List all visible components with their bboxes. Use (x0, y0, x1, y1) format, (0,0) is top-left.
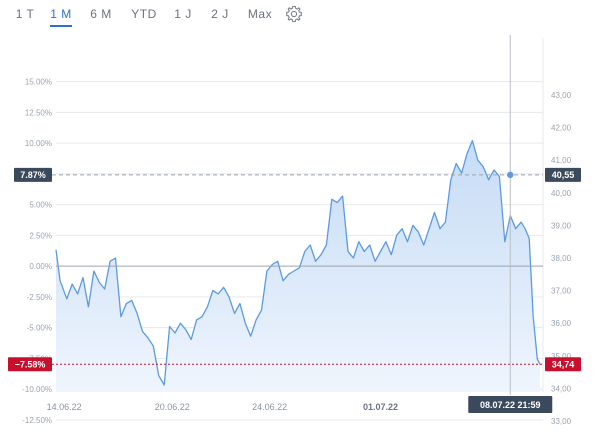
right-axis-tick-label: 37,00 (551, 287, 572, 296)
high-price-badge: 40,55 (552, 170, 575, 180)
right-axis-tick-label: 40,00 (551, 189, 572, 198)
right-axis-labels: 43,00 42,00 41,00 40,00 39,00 38,00 37,00 36,00… (551, 91, 572, 426)
current-percent-badge-bg (8, 357, 52, 372)
crosshair-date-bg (468, 396, 553, 413)
price-chart[interactable]: 15.00%12.50%10.00%7.50%5.00%2.50%0.00%-2… (0, 30, 600, 444)
left-axis-tick-label: -12.50% (22, 416, 52, 425)
active-tab-underline (50, 25, 72, 27)
tab-1-year[interactable]: 1 J (174, 7, 192, 21)
price-area-fill (56, 140, 540, 392)
tab-2-years[interactable]: 2 J (211, 7, 229, 21)
tab-6-months[interactable]: 6 M (90, 7, 112, 21)
right-axis-tick-label: 34,00 (551, 384, 572, 393)
right-axis-tick-label: 39,00 (551, 221, 572, 230)
right-axis-tick-label: 43,00 (551, 91, 572, 100)
left-axis-tick-label: -10.00% (22, 385, 52, 394)
left-axis-tick-label: 12.50% (25, 108, 52, 117)
right-axis-tick-label: 42,00 (551, 124, 572, 133)
high-percent-badge-bg (14, 167, 52, 182)
gear-icon[interactable] (284, 4, 304, 24)
x-axis-tick-label: 20.06.22 (155, 402, 190, 412)
timeframe-tabs: 1 T 1 M 6 M YTD 1 J 2 J Max (0, 0, 600, 30)
left-axis-tick-label: 15.00% (25, 78, 52, 87)
left-axis-tick-label: -2.50% (27, 293, 52, 302)
tab-1-month[interactable]: 1 M (50, 7, 72, 21)
high-price-badge-bg (545, 167, 581, 182)
x-axis-tick-label: 01.07.22 (363, 402, 398, 412)
crosshair-date-label: 08.07.22 21:59 (480, 400, 541, 410)
left-axis-tick-label: -5.00% (27, 324, 52, 333)
tab-1-day[interactable]: 1 T (15, 7, 35, 21)
left-axis-labels: 15.00%12.50%10.00%7.50%5.00%2.50%0.00%-2… (22, 78, 52, 425)
right-axis-tick-label: 33,00 (551, 417, 572, 426)
right-axis-tick-label: 35,00 (551, 352, 572, 361)
current-price-badge-bg (545, 357, 581, 372)
price-line (55, 139, 541, 386)
tab-max[interactable]: Max (247, 7, 273, 21)
current-price-badge: 34,74 (552, 359, 575, 369)
left-axis-tick-label: 5.00% (29, 201, 52, 210)
left-axis-tick-label: 2.50% (29, 231, 52, 240)
high-percent-badge: 7.87% (20, 170, 46, 180)
right-axis-tick-label: 36,00 (551, 319, 572, 328)
right-axis-tick-label: 41,00 (551, 156, 572, 165)
x-axis-tick-label: 14.06.22 (47, 402, 82, 412)
left-axis-tick-label: 10.00% (25, 139, 52, 148)
x-axis-tick-label: 24.06.22 (252, 402, 287, 412)
tab-ytd[interactable]: YTD (131, 7, 157, 21)
current-percent-badge: −7.58% (15, 359, 46, 369)
right-axis-tick-label: 38,00 (551, 254, 572, 263)
crosshair-point (507, 171, 514, 179)
left-axis-tick-label: 0.00% (29, 262, 52, 271)
